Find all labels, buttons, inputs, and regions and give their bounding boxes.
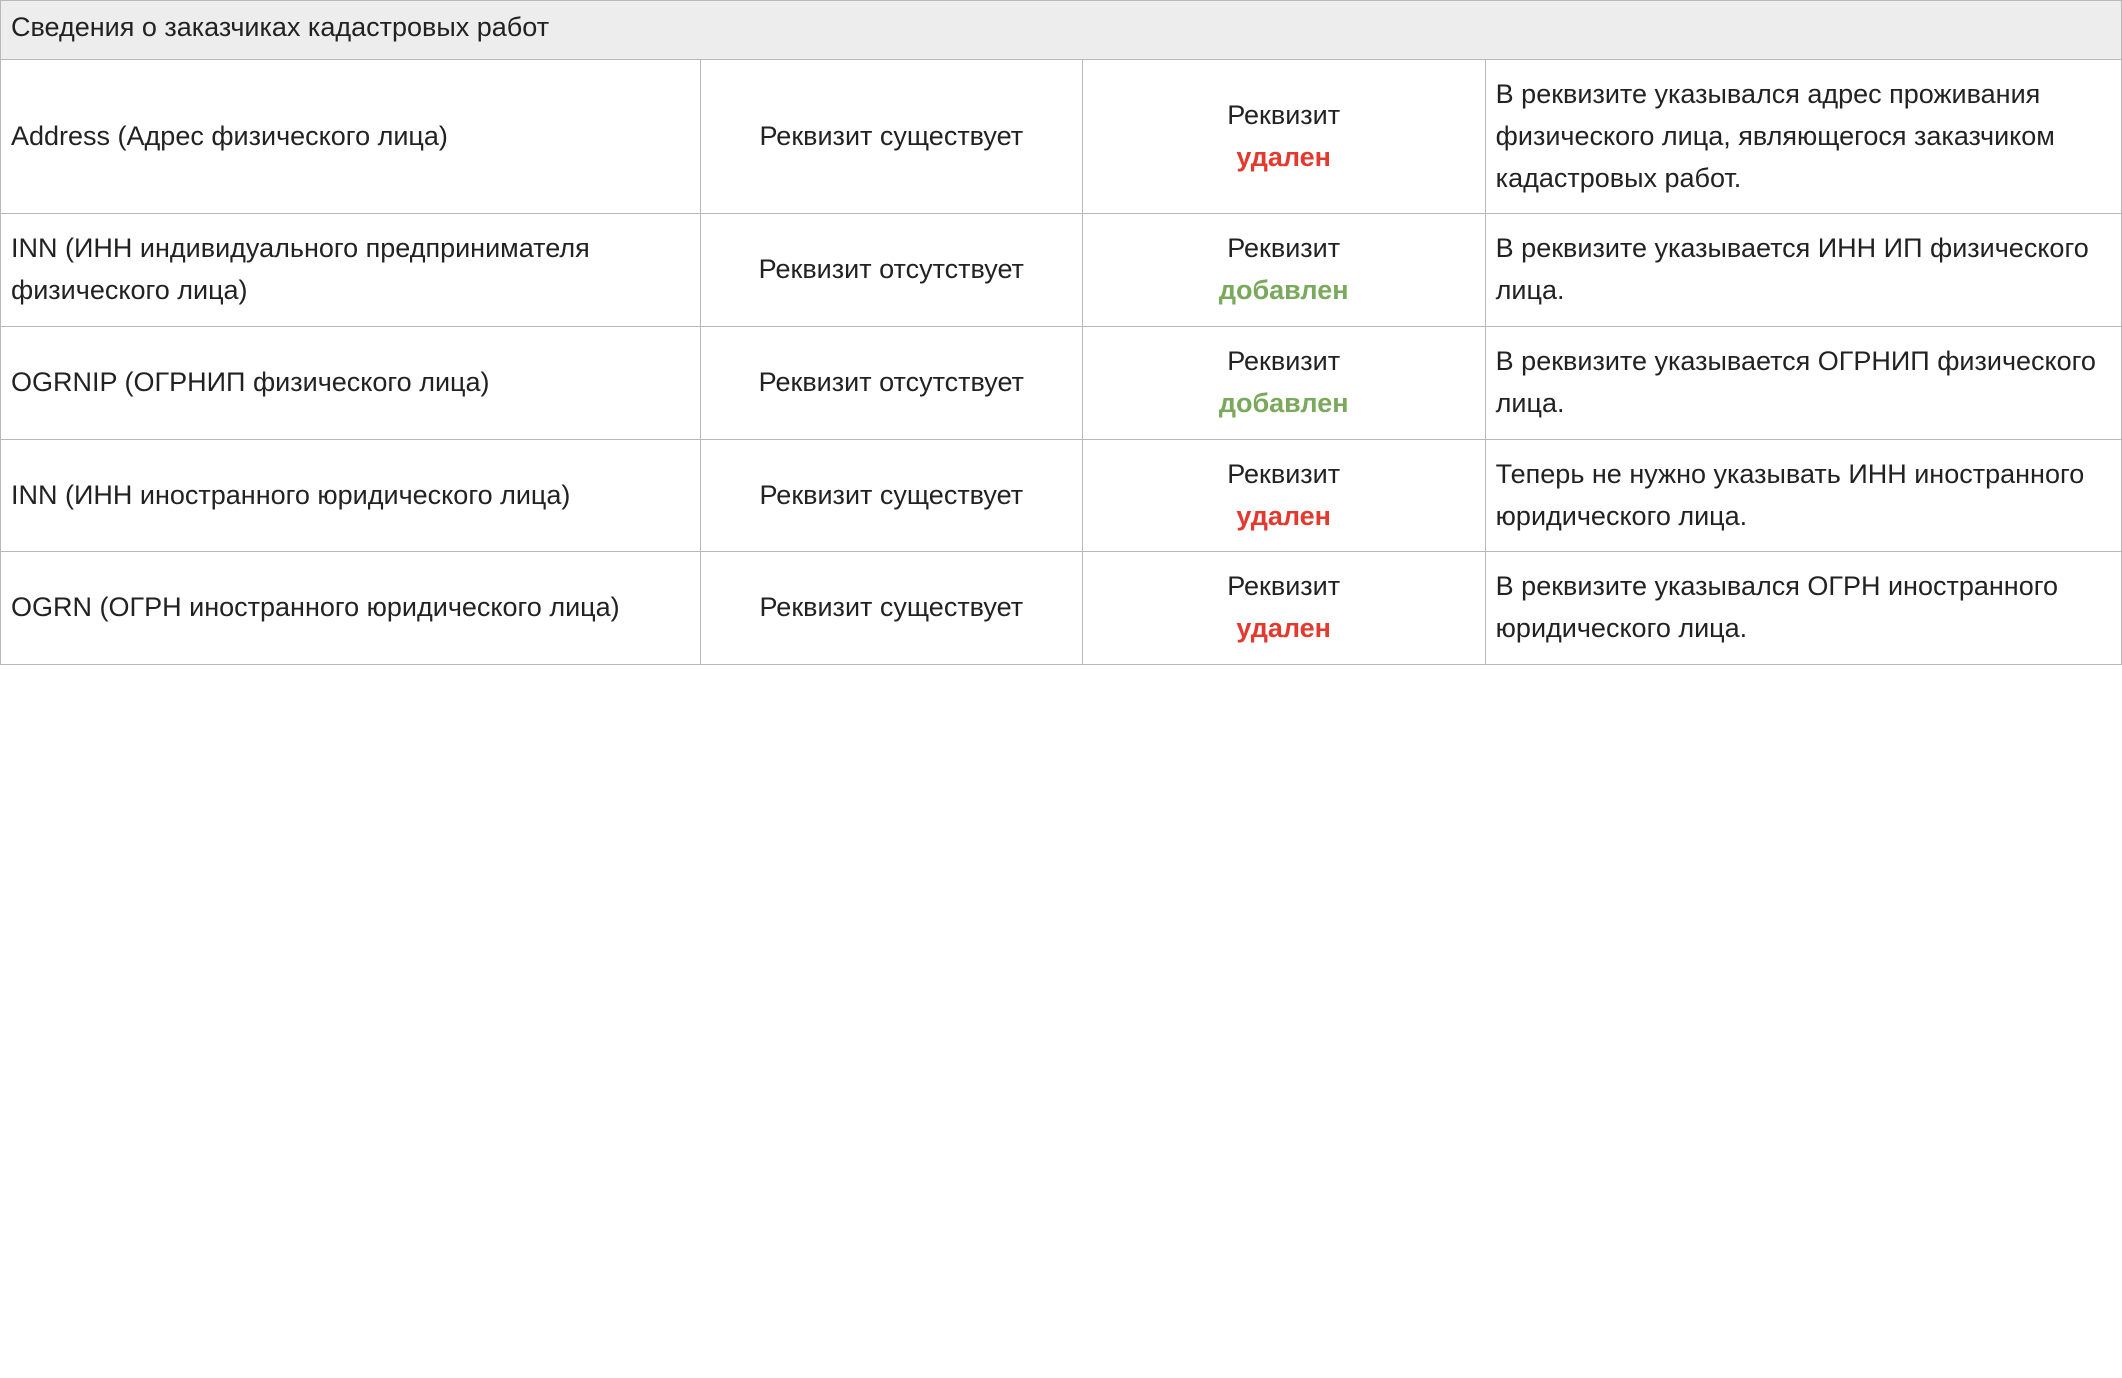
- status-added: добавлен: [1093, 383, 1475, 425]
- after-prefix: Реквизит: [1093, 566, 1475, 608]
- attribute-name: OGRNIP (ОГРНИП физического лица): [1, 327, 701, 440]
- note: В реквизите указывается ОГРНИП физическо…: [1485, 327, 2121, 440]
- before-state: Реквизит существует: [700, 552, 1082, 665]
- after-prefix: Реквизит: [1093, 228, 1475, 270]
- table-row: INN (ИНН иностранного юридического лица)…: [1, 439, 2122, 552]
- after-state: Реквизитудален: [1082, 552, 1485, 665]
- note: В реквизите указывался адрес проживания …: [1485, 59, 2121, 214]
- after-state: Реквизитудален: [1082, 439, 1485, 552]
- after-prefix: Реквизит: [1093, 341, 1475, 383]
- before-state: Реквизит отсутствует: [700, 327, 1082, 440]
- status-removed: удален: [1093, 496, 1475, 538]
- attribute-name: INN (ИНН индивидуального предпринимателя…: [1, 214, 701, 327]
- note: В реквизите указывался ОГРН иностранного…: [1485, 552, 2121, 665]
- status-removed: удален: [1093, 608, 1475, 650]
- attribute-name: Address (Адрес физического лица): [1, 59, 701, 214]
- table-row: OGRNIP (ОГРНИП физического лица)Реквизит…: [1, 327, 2122, 440]
- comparison-table: Сведения о заказчиках кадастровых работ …: [0, 0, 2122, 665]
- table-body: Address (Адрес физического лица)Реквизит…: [1, 59, 2122, 664]
- table-row: Address (Адрес физического лица)Реквизит…: [1, 59, 2122, 214]
- after-state: Реквизитдобавлен: [1082, 327, 1485, 440]
- section-header: Сведения о заказчиках кадастровых работ: [1, 1, 2122, 60]
- note: Теперь не нужно указывать ИНН иностранно…: [1485, 439, 2121, 552]
- attribute-name: INN (ИНН иностранного юридического лица): [1, 439, 701, 552]
- note: В реквизите указывается ИНН ИП физическо…: [1485, 214, 2121, 327]
- before-state: Реквизит существует: [700, 59, 1082, 214]
- attribute-name: OGRN (ОГРН иностранного юридического лиц…: [1, 552, 701, 665]
- status-removed: удален: [1093, 137, 1475, 179]
- after-prefix: Реквизит: [1093, 454, 1475, 496]
- table-row: INN (ИНН индивидуального предпринимателя…: [1, 214, 2122, 327]
- status-added: добавлен: [1093, 270, 1475, 312]
- table-row: OGRN (ОГРН иностранного юридического лиц…: [1, 552, 2122, 665]
- before-state: Реквизит существует: [700, 439, 1082, 552]
- after-state: Реквизитудален: [1082, 59, 1485, 214]
- after-state: Реквизитдобавлен: [1082, 214, 1485, 327]
- before-state: Реквизит отсутствует: [700, 214, 1082, 327]
- after-prefix: Реквизит: [1093, 95, 1475, 137]
